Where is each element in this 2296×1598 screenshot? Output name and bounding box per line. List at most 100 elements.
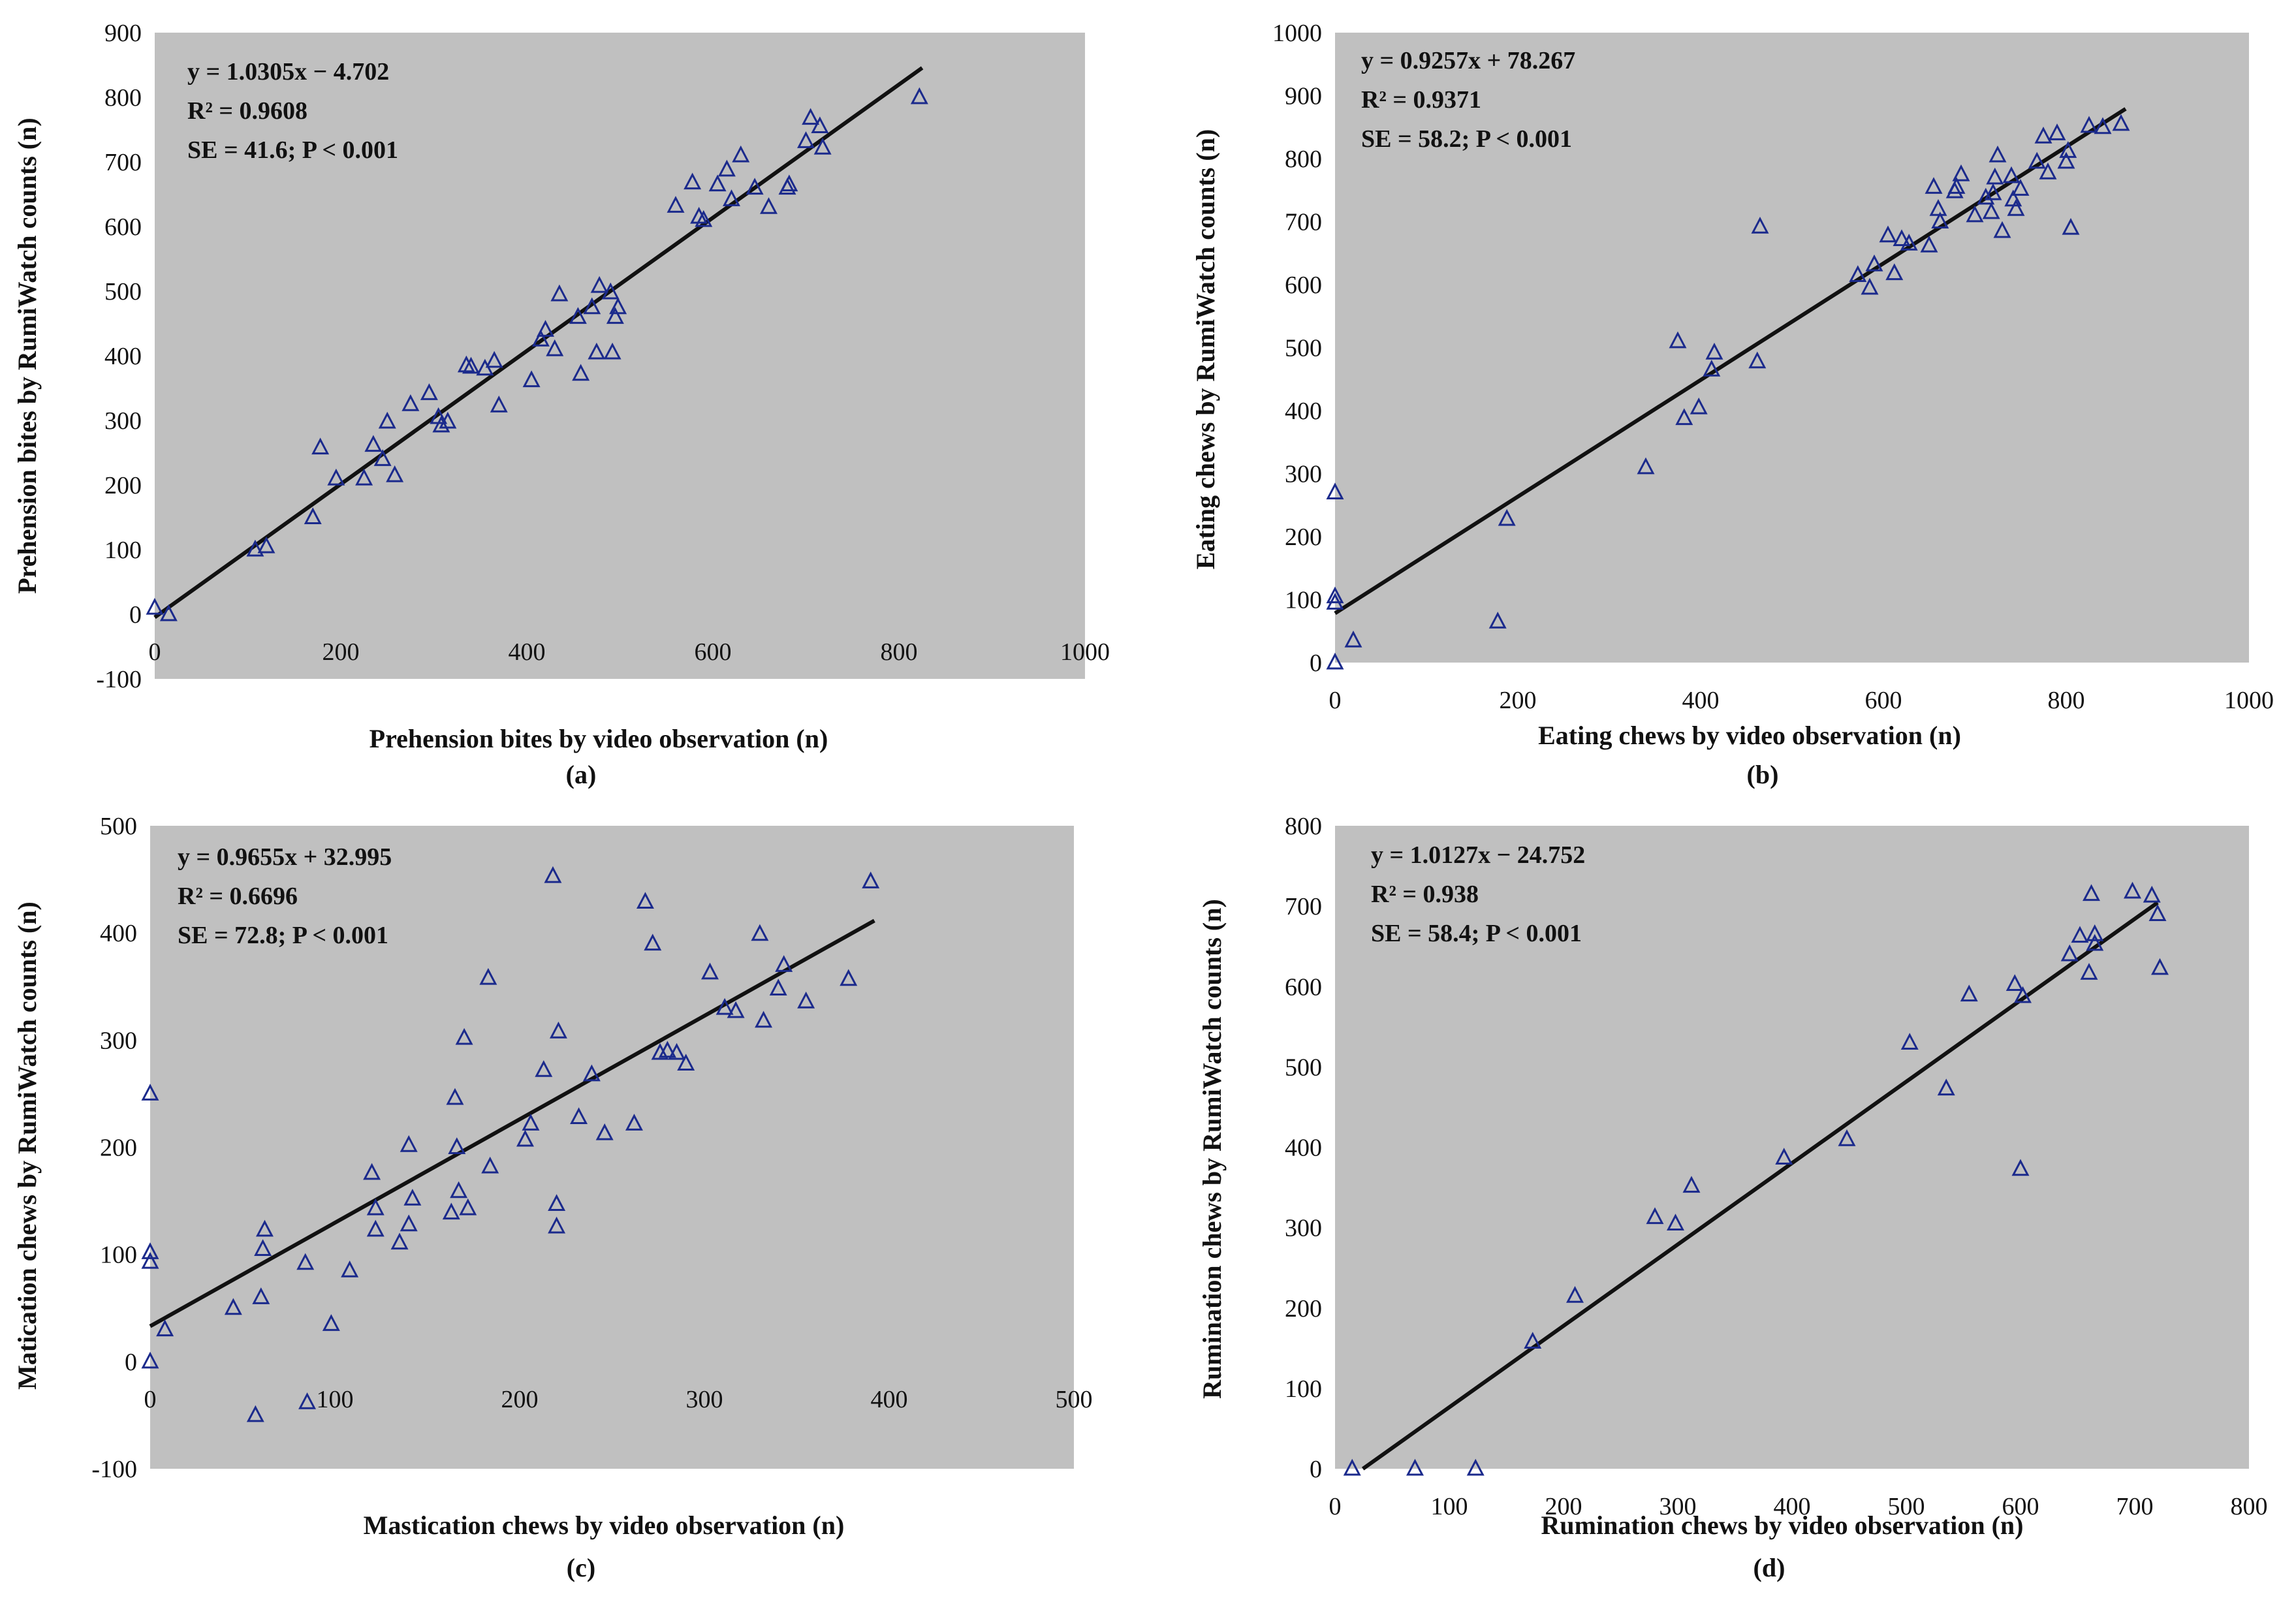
data-point-c-34 bbox=[548, 1216, 566, 1234]
data-point-c-0 bbox=[141, 1084, 159, 1101]
x-tick-label-c-3: 300 bbox=[686, 1386, 723, 1413]
panel-label-b: (b) bbox=[1747, 760, 1779, 789]
data-point-a-1 bbox=[159, 604, 178, 621]
data-point-a-22 bbox=[522, 370, 541, 388]
data-point-d-7 bbox=[1682, 1176, 1701, 1193]
panel-c: 0 100 200 300 400 500 -100 0 100 200 300 400 500 y =… bbox=[12, 813, 1093, 1582]
data-point-c-4 bbox=[156, 1319, 174, 1337]
data-point-c-12 bbox=[322, 1314, 340, 1331]
data-point-d-19 bbox=[2083, 884, 2100, 901]
y-tick-label-d-2: 200 bbox=[1285, 1295, 1322, 1323]
data-point-a-51 bbox=[813, 137, 832, 155]
data-point-d-14 bbox=[2011, 1159, 2030, 1176]
data-point-c-16 bbox=[366, 1219, 385, 1237]
x-axis-title-c: Mastication chews by video observation (… bbox=[364, 1511, 845, 1540]
plot-area-d bbox=[1335, 826, 2249, 1469]
y-tick-label-a-9: 800 bbox=[104, 84, 142, 112]
data-point-b-12 bbox=[1705, 342, 1723, 360]
data-point-a-37 bbox=[684, 172, 702, 190]
data-point-d-13 bbox=[2005, 974, 2024, 992]
regression-line-a bbox=[153, 66, 924, 619]
data-point-d-17 bbox=[2071, 926, 2089, 943]
data-point-c-30 bbox=[522, 1114, 540, 1131]
y-tick-label-a-8: 700 bbox=[104, 149, 142, 176]
data-point-a-0 bbox=[146, 597, 164, 615]
data-point-c-32 bbox=[544, 866, 562, 883]
data-point-b-7 bbox=[1637, 457, 1655, 475]
data-point-b-44 bbox=[2057, 151, 2075, 169]
axis-ticks-c: 0 100 200 300 400 500 -100 0 100 200 300 400 500 bbox=[91, 813, 1092, 1483]
data-point-c-49 bbox=[751, 924, 769, 941]
data-point-d-25 bbox=[2151, 958, 2169, 975]
data-point-b-11 bbox=[1703, 360, 1721, 377]
data-point-c-18 bbox=[400, 1135, 418, 1152]
data-point-a-18 bbox=[462, 356, 480, 374]
data-point-b-6 bbox=[1498, 509, 1516, 526]
data-point-d-11 bbox=[1937, 1078, 1955, 1096]
data-point-a-42 bbox=[723, 189, 740, 206]
data-point-b-1 bbox=[1326, 586, 1344, 604]
data-point-b-43 bbox=[2048, 123, 2066, 140]
equation-b: y = 0.9257x + 78.267 bbox=[1361, 47, 1575, 74]
data-point-a-41 bbox=[717, 159, 736, 177]
x-tick-label-d-5: 500 bbox=[1888, 1493, 1925, 1520]
panel-label-a: (a) bbox=[566, 760, 597, 789]
y-tick-label-d-5: 500 bbox=[1285, 1054, 1322, 1081]
data-point-a-2 bbox=[246, 539, 264, 557]
data-point-b-3 bbox=[1326, 652, 1344, 670]
data-point-d-24 bbox=[2148, 904, 2167, 921]
y-tick-label-a-4: 300 bbox=[104, 407, 142, 435]
data-point-c-9 bbox=[255, 1219, 274, 1237]
data-point-b-30 bbox=[1977, 187, 1995, 205]
data-point-c-3 bbox=[141, 1351, 159, 1369]
data-point-a-45 bbox=[760, 197, 778, 214]
data-point-c-50 bbox=[755, 1010, 773, 1028]
data-point-a-32 bbox=[601, 282, 620, 300]
y-tick-label-d-0: 0 bbox=[1310, 1456, 1322, 1483]
data-point-b-36 bbox=[2002, 166, 2021, 183]
data-point-b-0 bbox=[1326, 482, 1344, 499]
panel-b: 0 200 400 600 800 1000 0 100 200 300 400 500 600 700 8… bbox=[1191, 20, 2274, 789]
data-point-a-23 bbox=[531, 330, 550, 347]
y-tick-label-c-6: 500 bbox=[100, 813, 137, 840]
data-point-a-6 bbox=[327, 468, 345, 486]
y-tick-label-a-2: 100 bbox=[104, 537, 142, 564]
data-point-c-25 bbox=[455, 1027, 473, 1045]
data-point-a-13 bbox=[420, 383, 438, 400]
data-point-b-21 bbox=[1900, 234, 1918, 251]
x-tick-label-d-4: 400 bbox=[1774, 1493, 1811, 1520]
data-point-b-24 bbox=[1929, 198, 1947, 216]
data-point-c-21 bbox=[442, 1202, 460, 1220]
r-squared-d: R² = 0.938 bbox=[1371, 881, 1479, 908]
data-point-b-46 bbox=[2062, 217, 2080, 235]
data-point-a-33 bbox=[603, 342, 621, 360]
data-point-d-20 bbox=[2086, 933, 2104, 951]
data-point-c-55 bbox=[862, 871, 880, 888]
data-point-a-8 bbox=[364, 435, 383, 452]
data-point-c-53 bbox=[797, 992, 815, 1009]
y-tick-label-b-1: 100 bbox=[1285, 587, 1322, 614]
data-point-c-33 bbox=[548, 1194, 566, 1212]
y-tick-label-d-7: 700 bbox=[1285, 893, 1322, 920]
y-tick-label-a-3: 200 bbox=[104, 472, 142, 499]
y-tick-label-d-8: 800 bbox=[1285, 813, 1322, 840]
data-point-a-50 bbox=[811, 116, 829, 134]
y-tick-label-d-1: 100 bbox=[1285, 1375, 1322, 1403]
y-tick-label-b-9: 900 bbox=[1285, 83, 1322, 110]
data-point-b-15 bbox=[1849, 265, 1867, 283]
data-point-a-39 bbox=[695, 210, 713, 227]
data-point-d-22 bbox=[2124, 881, 2141, 899]
data-point-c-43 bbox=[658, 1041, 676, 1058]
x-tick-label-a-3: 600 bbox=[695, 638, 732, 666]
data-point-d-15 bbox=[2014, 986, 2032, 1003]
data-point-c-10 bbox=[296, 1253, 315, 1270]
data-point-c-54 bbox=[840, 969, 858, 986]
data-point-b-10 bbox=[1690, 397, 1708, 415]
data-point-d-16 bbox=[2060, 944, 2079, 962]
data-point-c-5 bbox=[224, 1298, 242, 1315]
data-point-b-35 bbox=[1993, 221, 2011, 238]
x-tick-label-a-4: 800 bbox=[881, 638, 918, 666]
data-point-b-27 bbox=[1947, 177, 1966, 194]
data-point-b-22 bbox=[1920, 235, 1938, 253]
